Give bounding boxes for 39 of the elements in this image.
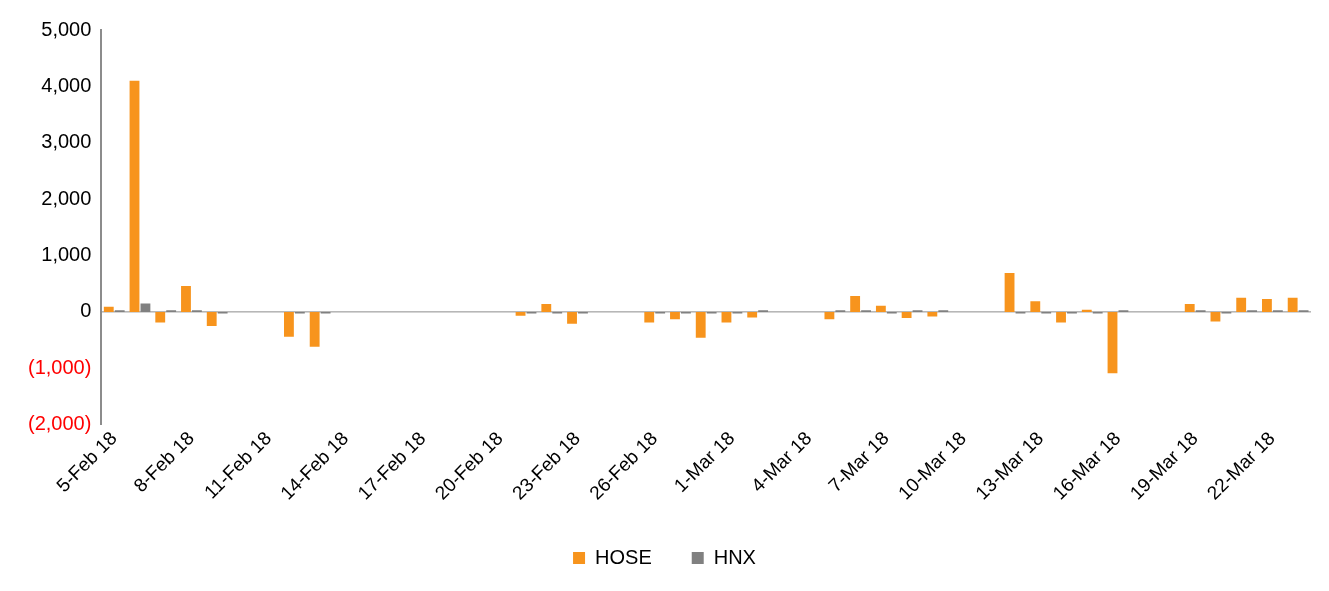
bar <box>850 296 861 312</box>
bar <box>181 285 191 312</box>
bar <box>695 311 706 338</box>
y-tick-label: 5,000 <box>41 17 92 40</box>
bar <box>541 303 552 312</box>
bar <box>206 311 217 326</box>
bar <box>1004 272 1015 312</box>
bar <box>875 305 886 312</box>
bar <box>670 311 680 320</box>
y-tick-label: (2,000) <box>27 412 92 435</box>
bar <box>1056 311 1066 323</box>
bar <box>721 311 732 323</box>
bar <box>103 306 114 312</box>
bar <box>1236 297 1247 312</box>
bar <box>567 311 577 324</box>
y-tick-label: (1,000) <box>27 355 92 378</box>
bar <box>747 311 758 318</box>
bar <box>284 311 294 337</box>
bar <box>1262 298 1272 312</box>
bar <box>1030 301 1041 312</box>
legend-label: HOSE <box>595 545 652 568</box>
bar <box>901 311 912 319</box>
bar <box>1287 297 1298 312</box>
y-tick-label: 0 <box>80 299 92 322</box>
bar <box>129 80 140 312</box>
bar <box>824 311 835 320</box>
y-tick-label: 3,000 <box>41 130 92 153</box>
legend-label: HNX <box>713 545 756 568</box>
bar <box>309 311 320 347</box>
bar <box>644 311 655 323</box>
bar <box>515 311 526 316</box>
bar <box>155 311 166 323</box>
bar <box>927 311 938 317</box>
y-tick-label: 1,000 <box>41 243 92 266</box>
bar <box>1107 311 1118 374</box>
y-tick-label: 4,000 <box>41 73 92 96</box>
bar <box>1184 303 1195 312</box>
y-tick-label: 2,000 <box>41 186 92 209</box>
bar <box>1081 309 1092 312</box>
